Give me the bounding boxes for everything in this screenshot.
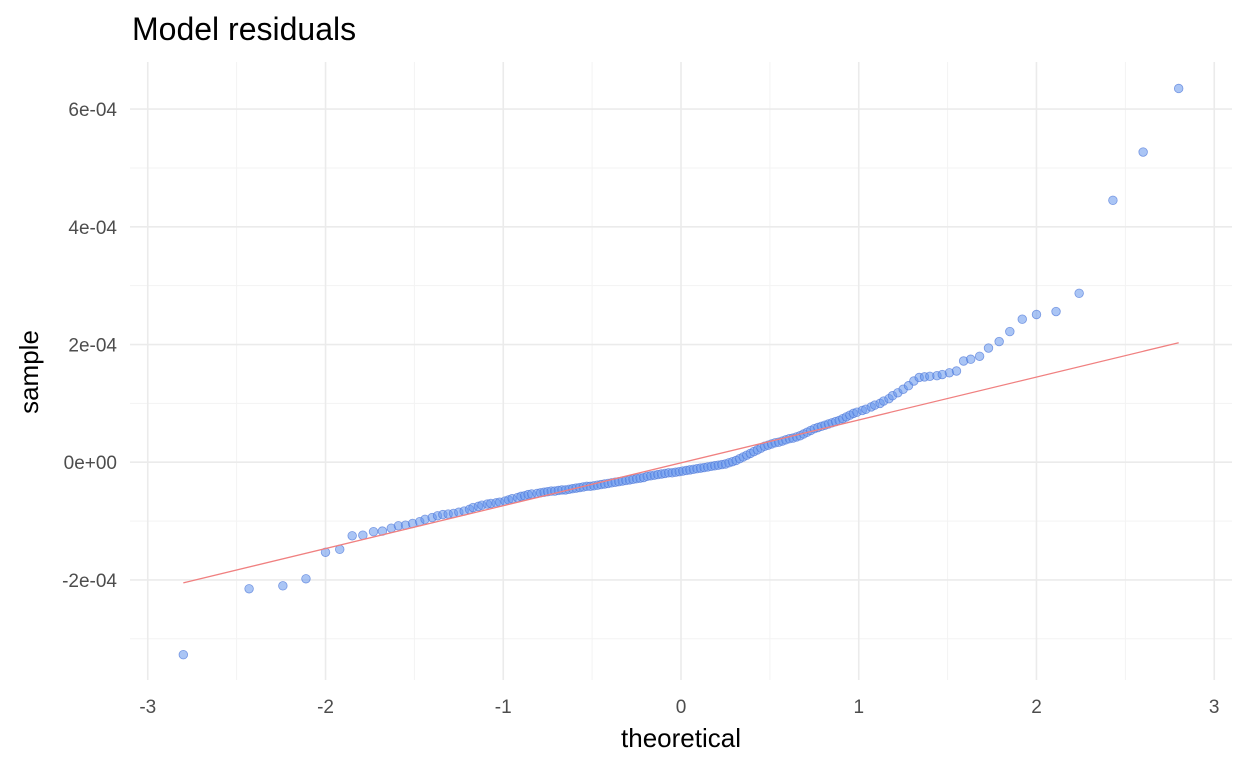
x-axis-title: theoretical: [621, 723, 741, 753]
data-point: [301, 574, 311, 584]
data-point: [244, 584, 254, 594]
y-tick-label: -2e-04: [62, 571, 117, 592]
x-tick-label: -1: [495, 697, 512, 718]
data-point: [983, 343, 994, 353]
x-tick-label: -3: [139, 697, 156, 718]
data-point: [1017, 314, 1027, 324]
data-points: [178, 83, 1184, 660]
x-axis-ticks: -3 -2 -1 0 1 2 3: [139, 697, 1219, 718]
chart-title: Model residuals: [132, 11, 356, 47]
x-tick-label: -2: [317, 697, 334, 718]
data-point: [1074, 288, 1084, 299]
data-point: [347, 531, 357, 541]
data-point: [1005, 326, 1015, 337]
data-point: [974, 351, 985, 361]
data-point: [278, 581, 288, 591]
data-point: [994, 336, 1004, 347]
data-point: [1108, 195, 1118, 206]
reference-line: [183, 342, 1179, 584]
y-tick-label: 4e-04: [68, 218, 117, 239]
y-axis-ticks: -2e-04 0e+00 2e-04 4e-04 6e-04: [62, 100, 117, 592]
y-tick-label: 2e-04: [68, 336, 117, 357]
x-tick-label: 2: [1031, 697, 1042, 718]
data-point: [1051, 306, 1061, 317]
x-tick-label: 1: [853, 697, 864, 718]
data-point: [178, 649, 189, 660]
data-point: [966, 354, 976, 364]
x-tick-label: 0: [676, 697, 687, 718]
grid-lines: [130, 62, 1232, 680]
x-tick-label: 3: [1209, 697, 1220, 718]
data-point: [1138, 147, 1148, 157]
reference-line-layer: [183, 342, 1179, 584]
data-point: [1031, 309, 1042, 320]
y-tick-label: 0e+00: [64, 453, 117, 474]
y-tick-label: 6e-04: [68, 100, 117, 121]
data-point: [368, 526, 379, 537]
y-axis-title: sample: [14, 330, 44, 414]
data-point: [951, 366, 962, 376]
data-point: [1173, 83, 1184, 94]
